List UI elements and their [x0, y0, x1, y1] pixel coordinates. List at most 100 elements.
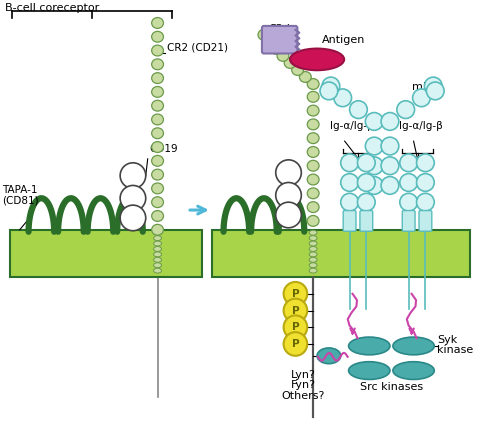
Circle shape [365, 157, 383, 175]
FancyBboxPatch shape [262, 26, 298, 54]
Circle shape [417, 154, 434, 172]
Ellipse shape [307, 133, 319, 143]
Text: Antigen: Antigen [322, 35, 365, 45]
Ellipse shape [307, 92, 319, 102]
Ellipse shape [154, 241, 161, 246]
Ellipse shape [152, 197, 164, 208]
Ellipse shape [152, 155, 164, 166]
Ellipse shape [264, 36, 276, 47]
Text: P: P [292, 339, 299, 349]
Text: P: P [292, 289, 299, 299]
Ellipse shape [307, 146, 319, 158]
Ellipse shape [307, 119, 319, 130]
Ellipse shape [154, 257, 161, 262]
Ellipse shape [307, 215, 319, 226]
FancyBboxPatch shape [343, 211, 356, 231]
Ellipse shape [152, 128, 164, 139]
Ellipse shape [307, 160, 319, 171]
Ellipse shape [152, 45, 164, 56]
Circle shape [320, 82, 338, 100]
Circle shape [120, 205, 146, 231]
Circle shape [284, 299, 307, 322]
Ellipse shape [309, 230, 317, 235]
Ellipse shape [152, 142, 164, 152]
Ellipse shape [270, 43, 282, 54]
Text: CD19: CD19 [150, 144, 178, 154]
Ellipse shape [300, 71, 311, 83]
Circle shape [417, 193, 434, 211]
Ellipse shape [154, 263, 161, 268]
Circle shape [365, 113, 383, 130]
Circle shape [284, 282, 307, 306]
Text: P: P [292, 322, 299, 332]
Circle shape [120, 185, 146, 211]
Circle shape [358, 154, 375, 172]
Circle shape [276, 182, 301, 208]
Text: mIgM: mIgM [412, 82, 443, 92]
Circle shape [284, 315, 307, 339]
Circle shape [426, 82, 444, 100]
Circle shape [400, 174, 418, 191]
Ellipse shape [348, 337, 390, 355]
Ellipse shape [152, 18, 164, 28]
Ellipse shape [307, 174, 319, 185]
Ellipse shape [307, 202, 319, 213]
Ellipse shape [152, 114, 164, 125]
Circle shape [417, 174, 434, 191]
Ellipse shape [152, 73, 164, 83]
Ellipse shape [307, 105, 319, 116]
Text: (CD81): (CD81) [2, 195, 38, 205]
Ellipse shape [309, 252, 317, 257]
Circle shape [397, 101, 415, 119]
Ellipse shape [152, 183, 164, 194]
FancyBboxPatch shape [402, 211, 415, 231]
Circle shape [365, 137, 383, 155]
Text: Others?: Others? [282, 391, 325, 401]
Ellipse shape [348, 362, 390, 380]
Ellipse shape [290, 48, 344, 70]
Text: C3d: C3d [269, 24, 290, 34]
Circle shape [381, 113, 399, 130]
Circle shape [381, 157, 399, 175]
Ellipse shape [152, 59, 164, 70]
Ellipse shape [154, 236, 161, 241]
Ellipse shape [152, 211, 164, 221]
Circle shape [334, 89, 351, 107]
Ellipse shape [309, 241, 317, 246]
Text: B-cell coreceptor: B-cell coreceptor [5, 3, 99, 13]
Bar [10, 230, 202, 277]
Ellipse shape [152, 169, 164, 180]
Circle shape [341, 154, 359, 172]
Ellipse shape [277, 51, 289, 61]
Ellipse shape [152, 224, 164, 235]
FancyBboxPatch shape [419, 211, 432, 231]
Circle shape [381, 137, 399, 155]
Circle shape [413, 89, 431, 107]
Ellipse shape [309, 236, 317, 241]
Ellipse shape [393, 362, 434, 380]
Ellipse shape [309, 247, 317, 251]
Circle shape [284, 332, 307, 356]
Text: kinase: kinase [437, 345, 473, 355]
Text: Fyn?: Fyn? [291, 380, 316, 390]
Ellipse shape [309, 263, 317, 268]
Circle shape [276, 160, 301, 185]
Text: Syk: Syk [437, 335, 457, 345]
Ellipse shape [154, 268, 161, 273]
Circle shape [365, 177, 383, 194]
Ellipse shape [152, 86, 164, 97]
Circle shape [276, 202, 301, 228]
Ellipse shape [292, 65, 303, 75]
Ellipse shape [154, 247, 161, 251]
Circle shape [358, 193, 375, 211]
Circle shape [120, 163, 146, 188]
Ellipse shape [154, 230, 161, 235]
Text: CR2 (CD21): CR2 (CD21) [168, 42, 228, 53]
Circle shape [341, 193, 359, 211]
Circle shape [381, 177, 399, 194]
Circle shape [358, 174, 375, 191]
Circle shape [400, 193, 418, 211]
Text: Ig-α/Ig-β: Ig-α/Ig-β [399, 121, 443, 131]
Ellipse shape [284, 57, 296, 68]
Ellipse shape [152, 100, 164, 111]
